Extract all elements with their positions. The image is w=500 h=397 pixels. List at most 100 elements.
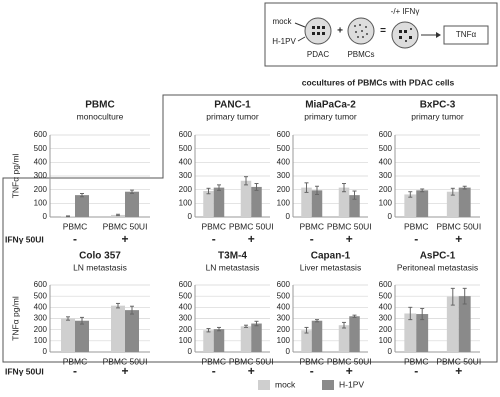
arrow-head <box>436 32 441 38</box>
bar: H-1PV <box>416 190 429 217</box>
treatment-sign: + <box>455 364 462 378</box>
bar: mock <box>203 191 214 217</box>
error-bar <box>217 326 221 332</box>
bar: mock <box>111 305 125 352</box>
error-bar <box>206 187 211 195</box>
x-tick-label: PBMC <box>63 356 88 366</box>
bar: H-1PV <box>416 314 429 352</box>
error-bar <box>66 215 70 218</box>
y-tick-label: 300 <box>379 171 393 180</box>
bar: mock <box>301 330 312 352</box>
x-tick-label: PBMC 50UI <box>229 221 274 231</box>
y-tick-label: 400 <box>179 302 193 311</box>
treatment-sign: - <box>310 232 314 246</box>
treatment-sign: + <box>455 232 462 246</box>
chart-subtitle: primary tumor <box>411 111 464 121</box>
chart-title: MiaPaCa-2 <box>305 100 356 111</box>
coculture-heading: cocultures of PBMCs with PDAC cells <box>302 77 455 87</box>
legend-label: H-1PV <box>339 379 364 389</box>
treatment-sign: + <box>346 364 353 378</box>
error-bar <box>352 314 357 318</box>
y-tick-label: 0 <box>188 212 193 221</box>
x-tick-label: PBMC 50UI <box>327 221 372 231</box>
treatment-sign: - <box>414 232 418 246</box>
diagram-plus: + <box>337 26 343 37</box>
error-bar <box>352 190 357 200</box>
y-tick-label: 500 <box>179 291 193 300</box>
y-tick-label: 500 <box>379 144 393 153</box>
y-tick-label: 400 <box>379 157 393 166</box>
row-label: IFNγ 50UI <box>5 366 44 376</box>
y-tick-label: 500 <box>34 291 48 300</box>
legend-label: mock <box>275 379 296 389</box>
error-bar <box>244 324 248 328</box>
bar: mock <box>240 180 252 217</box>
x-tick-label: PBMC 50UI <box>327 356 372 366</box>
bar: H-1PV <box>125 191 139 217</box>
y-tick-label: 300 <box>179 314 193 323</box>
pdac-circle <box>304 17 332 45</box>
y-tick-label: 200 <box>179 185 193 194</box>
tnf-box <box>443 25 489 45</box>
coculture-circle <box>391 21 419 49</box>
error-bar <box>450 287 455 306</box>
y-tick-label: 300 <box>179 171 193 180</box>
error-bar <box>408 306 413 321</box>
bar: H-1PV <box>251 323 262 352</box>
treatment-sign: - <box>414 364 418 378</box>
bar: mock <box>446 191 459 217</box>
x-tick-label: PBMC <box>404 356 429 366</box>
x-tick-label: PBMC <box>201 221 226 231</box>
bar: mock <box>404 194 417 217</box>
cells <box>354 24 368 38</box>
bar: H-1PV <box>458 187 471 217</box>
bar: H-1PV <box>458 296 471 352</box>
y-tick-label: 100 <box>179 198 193 207</box>
y-tick-label: 500 <box>179 144 193 153</box>
bar: H-1PV <box>213 329 225 352</box>
treatment-sign: + <box>248 232 255 246</box>
y-tick-label: 100 <box>34 198 48 207</box>
bar: H-1PV <box>213 187 225 217</box>
y-tick-label: 100 <box>379 198 393 207</box>
error-bar <box>408 191 413 198</box>
y-tick-label: 100 <box>277 336 291 345</box>
error-bar <box>462 287 467 305</box>
bar: mock <box>203 330 214 352</box>
error-bar <box>66 316 70 321</box>
bar: mock <box>338 325 350 352</box>
bar: mock <box>404 313 417 352</box>
bar: H-1PV <box>311 320 323 352</box>
bar: mock <box>446 296 459 352</box>
error-bar <box>244 176 248 186</box>
y-tick-label: 300 <box>34 314 48 323</box>
y-tick-label: 200 <box>34 325 48 334</box>
x-tick-label: PBMC <box>299 221 324 231</box>
bar: H-1PV <box>125 310 139 352</box>
y-tick-label: 300 <box>277 171 291 180</box>
y-tick-label: 100 <box>34 336 48 345</box>
y-tick-label: 300 <box>277 314 291 323</box>
y-tick-label: 400 <box>179 157 193 166</box>
chart-title: PBMC <box>85 100 114 111</box>
x-tick-label: PBMC <box>299 356 324 366</box>
arrow <box>297 36 306 42</box>
chart-subtitle: primary tumor <box>206 111 259 121</box>
error-bar <box>217 184 221 191</box>
y-tick-label: 400 <box>379 302 393 311</box>
x-tick-label: PBMC 50UI <box>103 356 148 366</box>
treatment-sign: + <box>121 232 128 246</box>
diagram-mock: mock <box>272 17 292 26</box>
x-tick-label: PBMC 50UI <box>436 356 481 366</box>
bar: H-1PV <box>75 320 89 352</box>
y-tick-label: 500 <box>379 291 393 300</box>
y-tick-label: 600 <box>34 130 48 139</box>
arrow <box>294 22 306 28</box>
treatment-sign: - <box>310 364 314 378</box>
diagram-pdac: PDAC <box>307 50 329 59</box>
diagram-ifn: -/+ IFNγ <box>391 7 420 16</box>
x-tick-label: PBMC <box>63 221 88 231</box>
bar: H-1PV <box>349 195 360 217</box>
y-tick-label: 0 <box>286 212 291 221</box>
bar: H-1PV <box>251 186 262 217</box>
